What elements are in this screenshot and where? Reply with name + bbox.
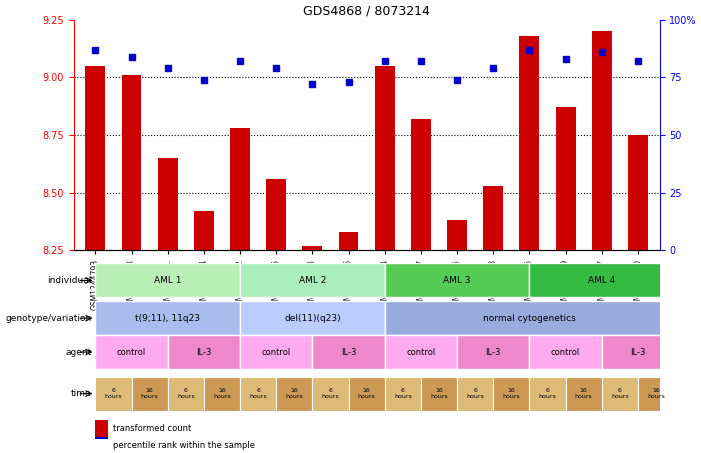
FancyBboxPatch shape [385, 376, 421, 410]
Bar [266, 179, 286, 250]
Bar [556, 107, 576, 250]
Text: del(11)(q23): del(11)(q23) [284, 313, 341, 323]
Text: 16
hours: 16 hours [358, 388, 376, 399]
Text: 6
hours: 6 hours [177, 388, 195, 399]
FancyBboxPatch shape [385, 264, 529, 297]
FancyBboxPatch shape [421, 376, 457, 410]
Text: IL-3: IL-3 [486, 347, 501, 357]
FancyBboxPatch shape [132, 376, 168, 410]
FancyBboxPatch shape [240, 301, 385, 335]
FancyBboxPatch shape [240, 376, 276, 410]
Text: AML 3: AML 3 [443, 276, 471, 285]
Text: 16
hours: 16 hours [213, 388, 231, 399]
FancyBboxPatch shape [385, 335, 457, 369]
Bar [628, 135, 648, 250]
Bar [95, 420, 108, 437]
Bar [86, 66, 105, 250]
Text: IL-3: IL-3 [196, 347, 212, 357]
FancyBboxPatch shape [529, 376, 566, 410]
Text: 6
hours: 6 hours [538, 388, 557, 399]
FancyBboxPatch shape [313, 335, 385, 369]
Text: normal cytogenetics: normal cytogenetics [483, 313, 576, 323]
Text: 16
hours: 16 hours [430, 388, 448, 399]
FancyBboxPatch shape [457, 376, 494, 410]
FancyBboxPatch shape [95, 376, 132, 410]
Bar [230, 128, 250, 250]
Bar [339, 232, 358, 250]
Text: 16
hours: 16 hours [285, 388, 303, 399]
Text: transformed count: transformed count [114, 424, 191, 433]
Bar [519, 36, 539, 250]
FancyBboxPatch shape [601, 335, 674, 369]
Bar [194, 211, 214, 250]
Text: 6
hours: 6 hours [611, 388, 629, 399]
Text: 6
hours: 6 hours [394, 388, 411, 399]
Bar [375, 66, 395, 250]
Text: 16
hours: 16 hours [575, 388, 592, 399]
FancyBboxPatch shape [457, 335, 529, 369]
Bar [411, 119, 431, 250]
Bar [483, 186, 503, 250]
Text: genotype/variation: genotype/variation [6, 313, 92, 323]
FancyBboxPatch shape [276, 376, 313, 410]
Text: 6
hours: 6 hours [250, 388, 267, 399]
FancyBboxPatch shape [385, 301, 674, 335]
Title: GDS4868 / 8073214: GDS4868 / 8073214 [304, 4, 430, 17]
FancyBboxPatch shape [638, 376, 674, 410]
Text: percentile rank within the sample: percentile rank within the sample [114, 441, 255, 450]
Text: IL-3: IL-3 [341, 347, 356, 357]
FancyBboxPatch shape [529, 335, 601, 369]
Text: AML 4: AML 4 [588, 276, 615, 285]
FancyBboxPatch shape [529, 264, 674, 297]
Text: IL-3: IL-3 [630, 347, 646, 357]
Text: control: control [117, 347, 146, 357]
FancyBboxPatch shape [204, 376, 240, 410]
FancyBboxPatch shape [494, 376, 529, 410]
Bar [158, 158, 177, 250]
Text: 16
hours: 16 hours [647, 388, 665, 399]
FancyBboxPatch shape [95, 264, 240, 297]
Text: AML 2: AML 2 [299, 276, 326, 285]
Bar [95, 437, 108, 453]
FancyBboxPatch shape [313, 376, 348, 410]
FancyBboxPatch shape [601, 376, 638, 410]
FancyBboxPatch shape [240, 264, 385, 297]
FancyBboxPatch shape [348, 376, 385, 410]
Bar [121, 75, 142, 250]
Text: 6
hours: 6 hours [104, 388, 122, 399]
Bar [447, 220, 467, 250]
Text: 6
hours: 6 hours [322, 388, 339, 399]
Text: time: time [71, 389, 92, 398]
Text: agent: agent [65, 347, 92, 357]
FancyBboxPatch shape [168, 335, 240, 369]
Text: 16
hours: 16 hours [503, 388, 520, 399]
FancyBboxPatch shape [95, 301, 240, 335]
Text: t(9;11), 11q23: t(9;11), 11q23 [135, 313, 200, 323]
FancyBboxPatch shape [566, 376, 601, 410]
Text: 6
hours: 6 hours [466, 388, 484, 399]
Text: individual: individual [48, 276, 92, 285]
Text: 16
hours: 16 hours [141, 388, 158, 399]
FancyBboxPatch shape [240, 335, 313, 369]
FancyBboxPatch shape [168, 376, 204, 410]
Text: AML 1: AML 1 [154, 276, 182, 285]
Bar [302, 246, 322, 250]
Text: control: control [407, 347, 435, 357]
Text: control: control [261, 347, 291, 357]
FancyBboxPatch shape [95, 335, 168, 369]
Text: control: control [551, 347, 580, 357]
Bar [592, 31, 612, 250]
